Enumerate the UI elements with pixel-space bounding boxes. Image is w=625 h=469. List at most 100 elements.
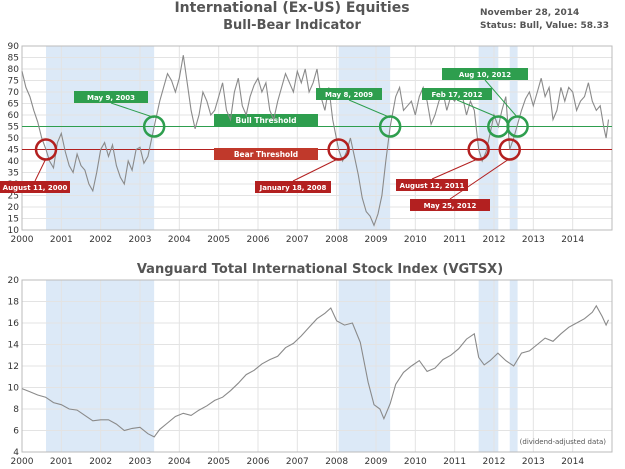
bear-signal-date: August 12, 2011 [400,182,465,190]
indicator-y-tick-label: 10 [8,226,20,236]
indicator-y-ticks: 1015202530354045505560657075808590 [8,42,20,236]
indicator-x-tick-label: 2005 [207,235,230,245]
indicator-y-tick-label: 50 [8,134,20,144]
price-series-line [21,304,610,438]
price-y-tick-label: 10 [8,384,20,394]
indicator-y-tick-label: 60 [8,111,20,121]
indicator-x-tick-label: 2000 [11,235,34,245]
indicator-y-tick-label: 20 [8,203,20,213]
indicator-x-tick-label: 2011 [443,235,466,245]
indicator-x-tick-label: 2006 [247,235,270,245]
indicator-x-tick-label: 2012 [483,235,506,245]
bull-signal-circle [378,115,402,138]
bear-signal-connector [34,158,47,182]
bull-signal-connector [484,79,518,118]
price-y-tick-label: 18 [8,298,20,308]
indicator-y-tick-label: 45 [8,146,19,156]
indicator-x-tick-label: 2004 [168,235,191,245]
price-y-tick-label: 16 [8,319,20,329]
price-y-tick-label: 8 [13,405,19,415]
indicator-x-tick-label: 2014 [561,235,584,245]
price-x-tick-label: 2006 [247,457,270,467]
price-x-ticks: 2000 2001 2002 2003 2004 2005 2006 2007 2008 2009… [11,457,585,467]
price-y-tick-label: 20 [8,276,20,286]
price-x-tick-label: 2001 [50,457,73,467]
chart-title-line1: International (Ex-US) Equities [174,0,409,16]
status-value: Status: Bull, Value: 58.33 [480,21,609,31]
indicator-y-tick-label: 40 [8,157,20,167]
price-x-tick-label: 2000 [11,457,34,467]
indicator-x-tick-label: 2002 [89,235,112,245]
price-x-tick-label: 2003 [129,457,152,467]
price-y-ticks: 4 6 8 10 12 14 16 18 20 [8,276,20,458]
price-panel: 4 6 8 10 12 14 16 18 20 2000 2001 2002 2003 2004 2005… [8,276,613,467]
bull-threshold-label: Bull Threshold [236,116,297,125]
bull-signal-connector [456,99,499,118]
indicator-y-tick-label: 55 [8,123,19,133]
bear-signal-tag [0,181,70,193]
bull-signal-date: May 8, 2009 [325,91,373,99]
price-x-tick-label: 2002 [89,457,112,467]
bear-signal-circle [34,138,58,161]
indicator-series-line [21,55,610,227]
indicator-plot-frame [21,45,613,231]
bull-signal-tag [422,88,492,100]
chart-title-line2: Bull-Bear Indicator [223,18,361,33]
indicator-y-tick-label: 80 [8,65,20,75]
bull-signal-circle [142,115,166,138]
bear-signal-connector [292,158,339,182]
indicator-x-tick-label: 2007 [286,235,309,245]
bull-signal-date: Aug 10, 2012 [459,71,511,79]
price-x-tick-label: 2011 [443,457,466,467]
indicator-y-tick-label: 90 [8,42,20,52]
price-x-tick-label: 2010 [404,457,427,467]
price-x-tick-label: 2009 [365,457,388,467]
price-x-tick-label: 2007 [286,457,309,467]
indicator-y-tick-label: 15 [8,215,19,225]
price-x-tick-label: 2014 [561,457,584,467]
bull-signal-connector [110,102,155,118]
status-date: November 28, 2014 [480,8,579,18]
bear-signal-date: January 18, 2008 [259,184,327,192]
bull-signal-tag [316,88,382,100]
bull-signal-tag [442,68,528,80]
indicator-y-tick-label: 85 [8,54,19,64]
indicator-y-tick-label: 70 [8,88,20,98]
indicator-panel: Bull Threshold Bear Threshold 1015202530… [0,42,613,245]
price-x-tick-label: 2013 [522,457,545,467]
bear-signal-circle [467,138,490,161]
price-y-tick-label: 14 [8,341,20,351]
indicator-y-tick-label: 25 [8,192,19,202]
indicator-x-tick-label: 2009 [365,235,388,245]
dividend-note: (dividend-adjusted data) [520,438,607,446]
bear-signal-connector [449,158,511,200]
price-x-tick-label: 2005 [207,457,230,467]
indicator-y-tick-label: 75 [8,77,19,87]
indicator-x-tick-label: 2001 [50,235,73,245]
bear-threshold-tag-box [214,148,318,160]
price-x-tick-label: 2012 [483,457,506,467]
price-y-tick-label: 4 [13,448,19,458]
price-chart-title: Vanguard Total International Stock Index… [137,262,503,277]
price-x-tick-label: 2008 [325,457,348,467]
bear-signal-circle [327,138,350,161]
bear-signal-tag [255,181,331,193]
bear-threshold-tag: Bear Threshold [214,148,318,160]
price-x-tick-label: 2004 [168,457,191,467]
bull-threshold-tag: Bull Threshold [214,114,318,126]
bear-signal-tag [396,179,468,191]
bull-signal-connector [348,99,391,118]
indicator-x-tick-label: 2010 [404,235,427,245]
bull-signal-tag [74,91,148,103]
indicator-x-tick-label: 2013 [522,235,545,245]
price-y-tick-label: 6 [13,427,19,437]
bear-signal-date: May 25, 2012 [424,202,477,210]
bear-signal-circle [498,138,521,161]
indicator-y-tick-label: 65 [8,100,19,110]
indicator-y-tick-label: 35 [8,169,19,179]
bear-signal-tag [410,199,490,211]
bear-signal-date: August 11, 2000 [3,184,68,192]
indicator-x-tick-label: 2008 [325,235,348,245]
indicator-x-ticks: 2000 2001 2002 2003 2004 2005 2006 2007 2008 2009… [11,235,585,245]
